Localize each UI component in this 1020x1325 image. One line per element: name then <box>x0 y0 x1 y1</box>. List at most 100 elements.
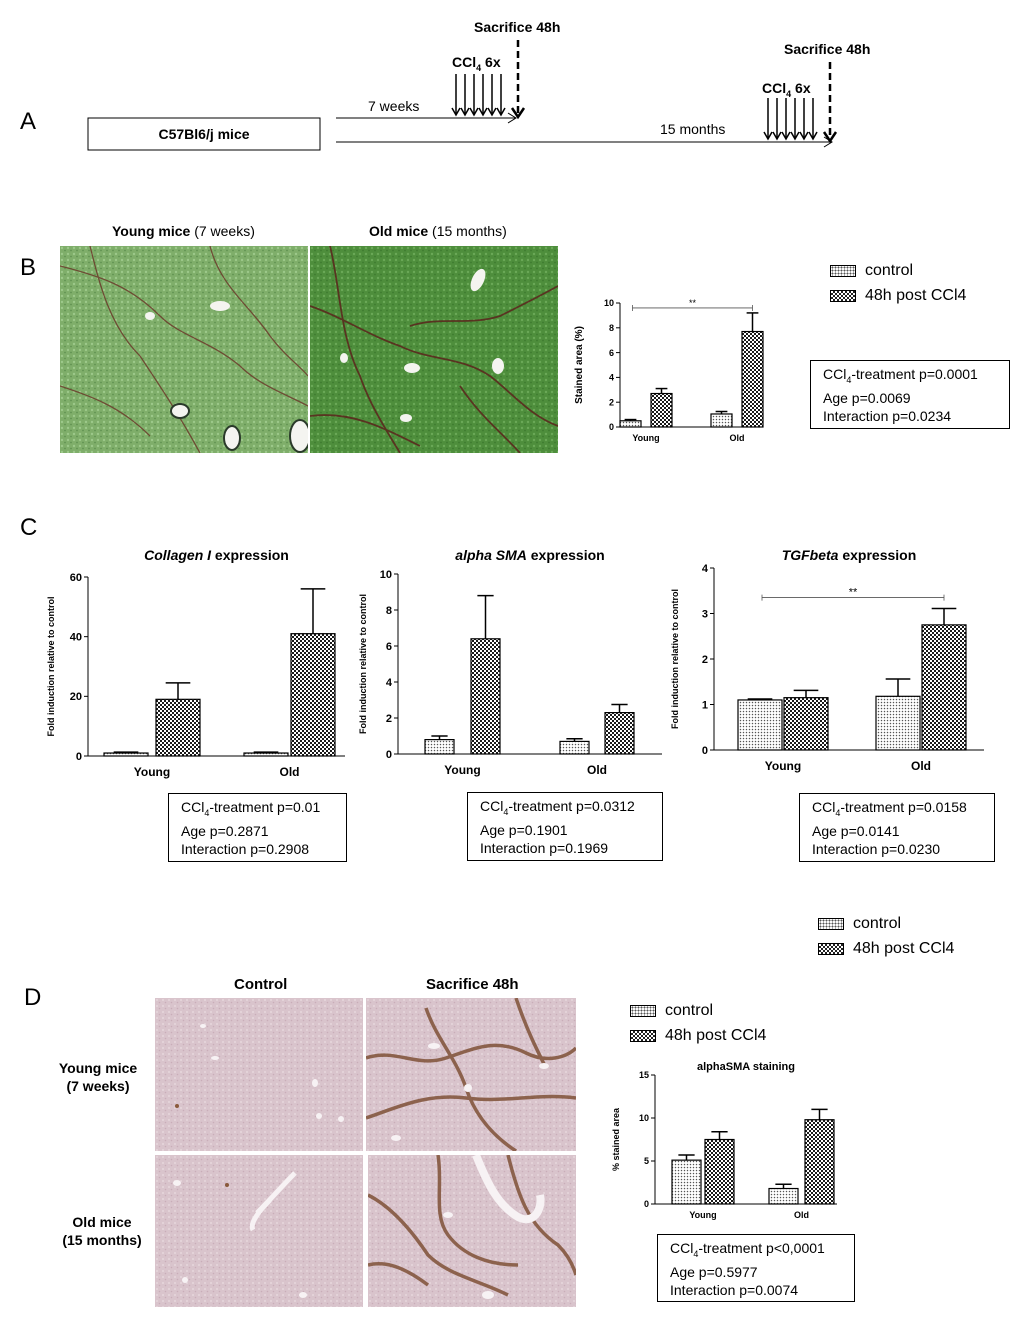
sacrifice-young-label: Sacrifice 48h <box>474 19 561 35</box>
legend-swatch-treated <box>830 289 856 302</box>
bar <box>710 413 733 428</box>
legend-item-treated: 48h post CCl4 <box>830 283 966 308</box>
bar <box>559 740 590 755</box>
y-tick-label: 10 <box>639 1113 649 1123</box>
bar <box>103 752 149 757</box>
column-label-control: Control <box>234 976 288 993</box>
category-label: Young <box>632 433 659 443</box>
ccl4-injection-arrows-old <box>763 98 818 141</box>
sacrifice-arrow-old <box>822 62 838 144</box>
category-label: Old <box>280 765 300 779</box>
category-label: Old <box>794 1210 809 1220</box>
bar <box>604 712 635 755</box>
bar <box>741 330 764 428</box>
bar <box>921 624 967 751</box>
bar <box>671 1159 702 1205</box>
bar <box>470 638 501 755</box>
bar <box>783 697 829 751</box>
significance-label: ** <box>689 298 697 308</box>
legend-c: control 48h post CCl4 <box>818 911 954 961</box>
y-tick-label: 6 <box>609 348 614 358</box>
y-tick-label: 15 <box>639 1070 649 1080</box>
ccl4-young-label: CCl4 6x <box>452 54 501 73</box>
y-tick-label: 10 <box>604 298 614 308</box>
y-axis-label: Stained area (%) <box>574 326 585 404</box>
category-label: Old <box>911 759 931 773</box>
chart-title: alpha SMA expression <box>455 548 604 563</box>
stats-box-collagen: CCl4-treatment p=0.01 Age p=0.2871 Inter… <box>168 793 347 862</box>
y-tick-label: 2 <box>609 397 614 407</box>
bar <box>768 1187 799 1205</box>
bar <box>243 752 289 757</box>
category-label: Young <box>444 763 480 777</box>
young-liver-sirius-red-image <box>60 246 308 453</box>
tgfbeta-expression-chart: TGFbeta expression 0 1 2 3 4 Fold induction re… <box>670 548 984 773</box>
y-tick-label: 3 <box>702 608 708 620</box>
y-tick-label: 5 <box>644 1156 649 1166</box>
category-label: Young <box>134 765 170 779</box>
legend-item-treated: 48h post CCl4 <box>818 936 954 961</box>
mice-strain-label: C57Bl6/j mice <box>158 126 250 142</box>
old-liver-sirius-red-image <box>310 246 558 453</box>
mice-box <box>87 117 321 151</box>
y-tick-label: 20 <box>70 691 82 703</box>
duration-young-label: 7 weeks <box>368 98 420 114</box>
y-axis-label: Fold induction relative to control <box>670 589 680 729</box>
chart-title: TGFbeta expression <box>782 548 917 563</box>
young-ccl4-asma-image <box>366 998 576 1151</box>
y-tick-label: 4 <box>386 677 393 689</box>
timeline-diagram <box>87 40 838 151</box>
y-tick-label: 60 <box>70 572 82 584</box>
chart-title: alphaSMA staining <box>697 1061 795 1073</box>
legend-swatch-control <box>830 264 856 277</box>
y-tick-label: 4 <box>702 563 709 575</box>
young-mice-title: Young mice (7 weeks) <box>112 223 255 239</box>
old-mice-title: Old mice (15 months) <box>369 223 507 239</box>
y-tick-label: 0 <box>76 751 82 763</box>
bar <box>619 420 642 428</box>
panel-label-d: D <box>24 984 42 1011</box>
y-tick-label: 40 <box>70 632 82 644</box>
y-axis-label: Fold induction relative to control <box>358 594 368 734</box>
y-tick-label: 1 <box>702 699 708 711</box>
y-axis-label: Fold induction relative to control <box>46 596 56 736</box>
chart-title: Collagen I expression <box>144 548 289 563</box>
stats-box-asma: CCl4-treatment p=0.0312 Age p=0.1901 Int… <box>467 792 663 861</box>
column-label-sacrifice: Sacrifice 48h <box>426 976 519 993</box>
y-tick-label: 10 <box>380 569 392 581</box>
y-tick-label: 8 <box>609 323 614 333</box>
bar <box>290 633 336 757</box>
y-tick-label: 0 <box>644 1199 649 1209</box>
y-tick-label: 0 <box>386 749 392 761</box>
legend-swatch-control <box>818 917 844 930</box>
bar <box>737 699 783 751</box>
young-control-asma-image <box>155 998 363 1151</box>
panel-label-a: A <box>20 108 37 135</box>
y-axis-label: % stained area <box>611 1107 621 1171</box>
legend-swatch-control <box>630 1004 656 1017</box>
stats-box-tgfbeta: CCl4-treatment p=0.0158 Age p=0.0141 Int… <box>799 793 995 862</box>
asma-staining-chart: alphaSMA staining 0 5 10 15 % stained area You… <box>611 1061 837 1220</box>
category-label: Old <box>730 433 745 443</box>
sacrifice-old-label: Sacrifice 48h <box>784 41 871 57</box>
sacrifice-arrow-young <box>510 40 526 120</box>
significance-label: ** <box>849 587 858 599</box>
bar <box>650 392 673 428</box>
panel-label-b: B <box>20 254 37 281</box>
legend-item-control: control <box>830 258 966 283</box>
y-tick-label: 0 <box>702 745 708 757</box>
category-label: Young <box>689 1210 716 1220</box>
category-label: Young <box>765 759 801 773</box>
legend-b: control 48h post CCl4 <box>830 258 966 308</box>
row-label-young: Young mice (7 weeks) <box>58 1060 138 1094</box>
old-ccl4-asma-image <box>368 1155 576 1307</box>
bar <box>875 695 921 751</box>
stats-box-d: CCl4-treatment p<0,0001 Age p=0.5977 Int… <box>657 1234 855 1302</box>
ccl4-injection-arrows-young <box>451 74 506 117</box>
y-tick-label: 8 <box>386 605 392 617</box>
category-label: Old <box>587 763 607 777</box>
y-tick-label: 4 <box>609 373 614 383</box>
legend-d: control 48h post CCl4 <box>630 998 766 1048</box>
asma-expression-chart: alpha SMA expression 0 2 4 6 8 10 Fold inductio… <box>358 548 662 777</box>
legend-item-control: control <box>818 911 954 936</box>
